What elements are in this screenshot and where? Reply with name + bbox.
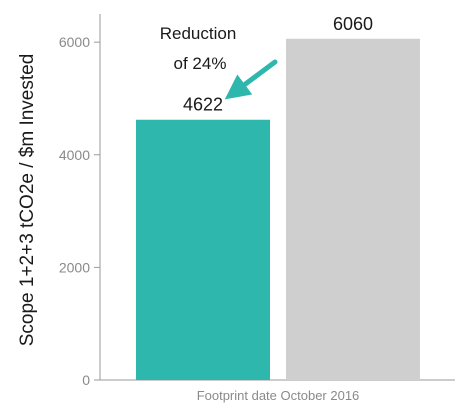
y-tick-label: 0 xyxy=(82,372,90,388)
data-label-2: 6060 xyxy=(333,14,373,34)
data-label-group: 4622 6060 xyxy=(183,14,373,115)
annotation-arrow xyxy=(224,59,278,100)
y-axis-label: Scope 1+2+3 tCO2e / $m Invested xyxy=(17,54,38,347)
y-tick-label: 6000 xyxy=(59,34,90,50)
annotation-line-1: Reduction xyxy=(160,24,237,43)
y-tick-label: 4000 xyxy=(59,147,90,163)
y-tick-label: 2000 xyxy=(59,259,90,275)
data-label-1: 4622 xyxy=(183,95,223,115)
x-axis-label: Footprint date October 2016 xyxy=(197,388,360,403)
y-tick-group: 0 2000 4000 6000 xyxy=(59,34,100,388)
bar-group xyxy=(136,38,420,380)
bar-1 xyxy=(136,119,270,380)
bar-2 xyxy=(286,38,420,380)
annotation-line-2: of 24% xyxy=(174,54,227,73)
